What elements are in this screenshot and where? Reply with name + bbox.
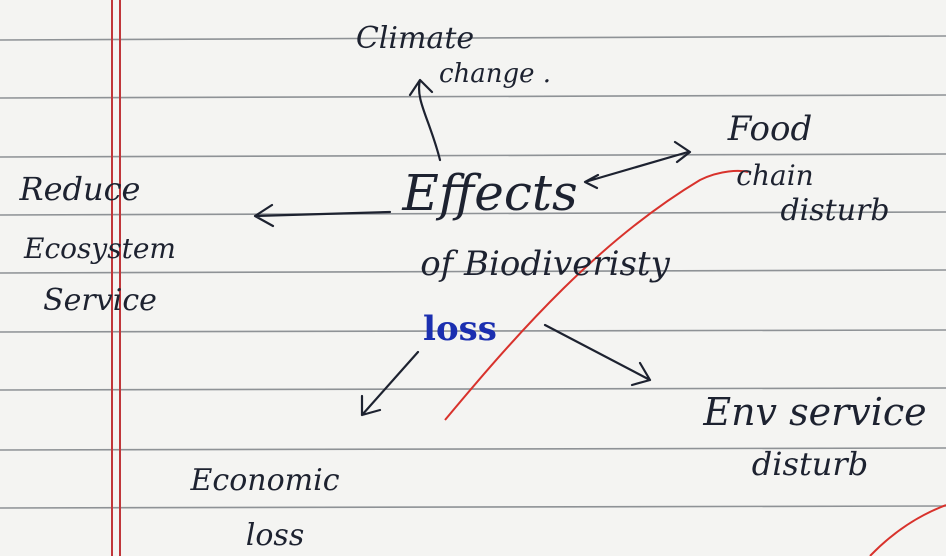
center-title: of Biodiveristy [420,244,670,284]
node-label: disturb [780,193,889,228]
node-label: Reduce [19,170,141,208]
node-label: Env service [702,390,926,434]
node-label: Food [727,109,812,149]
node-label: change . [439,59,551,89]
node-label: loss [246,518,304,553]
node-label: Ecosystem [23,232,176,265]
node-label: Service [43,283,157,318]
center-title: loss [423,309,497,349]
node-label: Climate [356,21,474,56]
node-label: disturb [752,445,868,483]
center-title: Effects [401,164,577,222]
node-label: Economic [190,463,340,498]
notebook-page: Effects of Biodiveristy loss Climate cha… [0,0,946,556]
node-label: chain [736,159,813,192]
